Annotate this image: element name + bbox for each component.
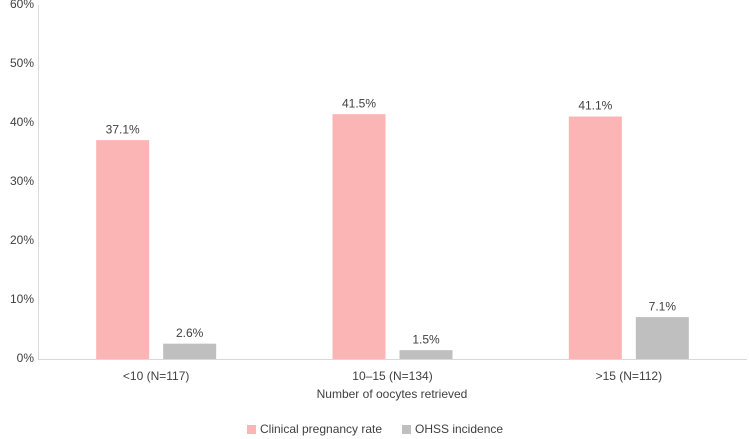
y-tick-label: 10%	[10, 292, 34, 306]
bar	[399, 350, 453, 359]
bar	[96, 140, 150, 359]
data-label: 7.1%	[649, 299, 677, 313]
data-label: 41.1%	[578, 99, 612, 113]
legend-swatch	[247, 425, 256, 434]
y-tick-label: 20%	[10, 233, 34, 247]
data-label: 1.5%	[412, 332, 440, 346]
y-tick-label: 60%	[10, 0, 34, 11]
data-label: 2.6%	[176, 326, 204, 340]
legend-swatch	[402, 425, 411, 434]
legend-label: OHSS incidence	[415, 422, 503, 436]
legend-label: Clinical pregnancy rate	[260, 422, 382, 436]
y-tick-label: 40%	[10, 115, 34, 129]
bar	[635, 317, 689, 359]
x-tick-label: <10 (N=117)	[123, 369, 190, 383]
data-label: 37.1%	[106, 122, 140, 136]
y-tick-label: 0%	[17, 351, 35, 365]
x-tick-label: >15 (N=112)	[596, 369, 663, 383]
x-tick-label: 10–15 (N=134)	[352, 369, 432, 383]
bar	[163, 343, 217, 359]
bar	[568, 116, 622, 359]
x-axis-title: Number of oocytes retrieved	[317, 387, 468, 401]
data-label: 41.5%	[342, 96, 376, 110]
y-tick-label: 50%	[10, 56, 34, 70]
bar	[332, 114, 386, 360]
y-tick-label: 30%	[10, 174, 34, 188]
